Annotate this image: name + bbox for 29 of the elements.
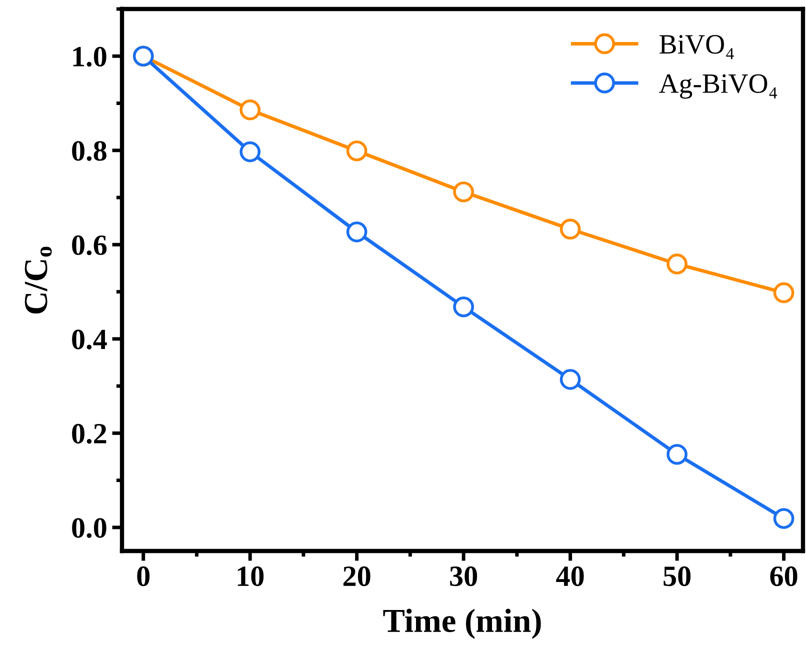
- point: [666, 254, 688, 274]
- point: [560, 369, 581, 390]
- x-axis-title: Time (min): [383, 608, 541, 639]
- x-tick-label: 0: [137, 566, 150, 586]
- point: [453, 296, 474, 318]
- y-tick-label: 0.2: [72, 424, 106, 444]
- point: [240, 141, 261, 162]
- y-tick-label: 0.4: [72, 330, 107, 350]
- point: [240, 99, 261, 120]
- point: [346, 222, 368, 242]
- point: [346, 140, 368, 162]
- x-tick-label: 20: [343, 566, 370, 586]
- point: [560, 218, 581, 240]
- y-tick-label: 0.0: [72, 518, 106, 538]
- y-axis-title: C/C$_{o}$: [24, 246, 52, 314]
- point: [453, 181, 474, 202]
- point: [773, 282, 794, 304]
- point: [773, 508, 794, 529]
- x-tick-label: 50: [664, 566, 691, 586]
- y-tick-label: 0.6: [72, 235, 107, 256]
- y-tick-label: 1.0: [73, 46, 106, 67]
- y-tick-label: 0.8: [72, 141, 106, 161]
- x-tick-label: 30: [450, 566, 478, 586]
- x-tick-label: 40: [556, 566, 584, 586]
- x-tick-label: 10: [238, 566, 264, 586]
- legend-label: BiVO₄: [660, 35, 734, 60]
- point: [666, 444, 688, 465]
- legend-label: Ag-BiVO₄: [659, 74, 778, 99]
- x-tick-label: 60: [770, 566, 798, 586]
